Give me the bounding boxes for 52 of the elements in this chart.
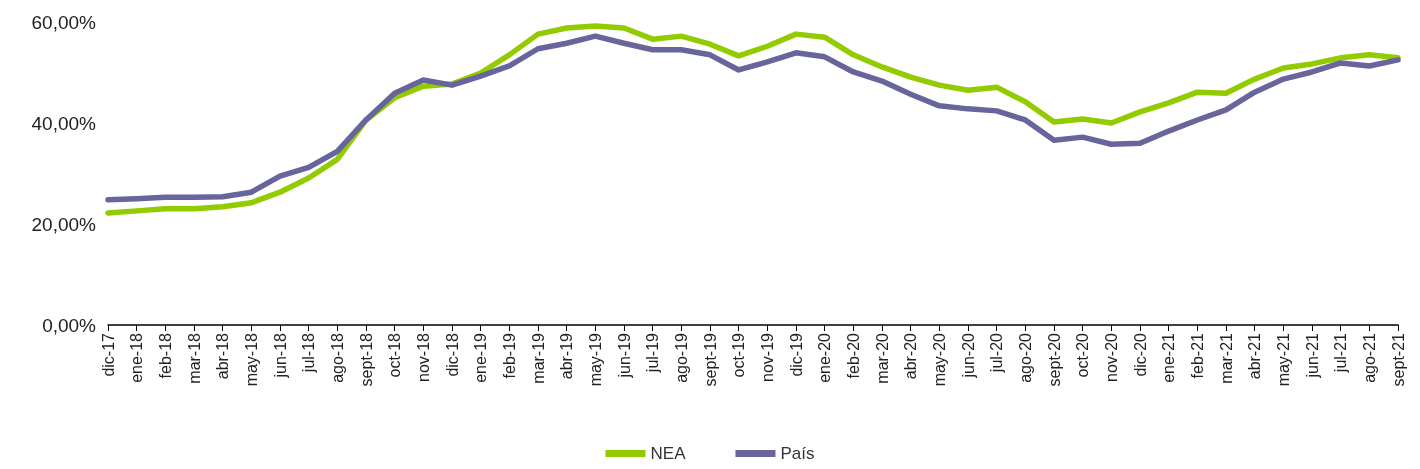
y-tick-label: 40,00% [31,112,97,134]
x-tick-label: mar-21 [1217,332,1235,384]
x-tick-label: mar-19 [529,332,547,384]
x-tick-label: nov-20 [1102,332,1120,382]
x-tick-label: may-20 [930,332,948,387]
x-tick-label: ene-21 [1160,332,1178,383]
x-tick-label: ene-20 [816,332,834,383]
x-tick-label: abr-21 [1246,332,1264,380]
x-tick-label: jun-21 [1303,332,1321,379]
x-tick-label: jul-20 [988,332,1006,374]
x-tick-label: sept-18 [357,332,375,387]
x-tick-label: abr-20 [902,332,920,380]
x-tick-label: dic-17 [99,332,117,377]
x-tick-label: feb-21 [1188,332,1206,379]
x-tick-label: sept-20 [1045,332,1063,387]
x-tick-label: ene-18 [128,332,146,383]
x-tick-label: jun-20 [959,332,977,379]
x-tick-label: feb-18 [156,332,174,379]
x-tick-label: dic-18 [443,332,461,377]
x-tick-label: may-21 [1274,332,1292,387]
x-tick-label: ene-19 [472,332,490,383]
x-tick-label: nov-18 [414,332,432,382]
x-tick-label: jun-19 [615,332,633,379]
y-tick-label: 0,00% [42,314,97,336]
x-tick-label: sept-21 [1389,332,1407,387]
x-tick-label: oct-20 [1074,332,1092,378]
x-tick-label: oct-19 [730,332,748,378]
x-tick-label: may-19 [586,332,604,387]
x-tick-label: jul-18 [300,332,318,374]
x-tick-label: ago-21 [1360,332,1378,383]
x-tick-label: feb-20 [844,332,862,379]
x-tick-label: mar-20 [873,332,891,384]
x-tick-label: sept-19 [701,332,719,387]
x-tick-label: ago-20 [1016,332,1034,383]
x-tick-label: may-18 [242,332,260,387]
x-tick-label: ago-19 [672,332,690,383]
x-tick-label: nov-19 [758,332,776,382]
legend-label: NEA [650,444,687,463]
x-tick-label: mar-18 [185,332,203,384]
x-tick-label: jul-21 [1332,332,1350,374]
x-tick-label: dic-19 [787,332,805,377]
x-tick-label: oct-18 [386,332,404,378]
x-tick-label: feb-19 [500,332,518,379]
legend-label: País [780,444,815,463]
x-tick-label: abr-19 [558,332,576,380]
x-tick-label: abr-18 [214,332,232,380]
y-tick-label: 20,00% [31,213,97,235]
x-tick-label: dic-20 [1131,332,1149,377]
x-tick-label: jun-18 [271,332,289,379]
x-tick-label: ago-18 [328,332,346,383]
x-tick-label: jul-19 [644,332,662,374]
y-tick-label: 60,00% [31,11,97,33]
